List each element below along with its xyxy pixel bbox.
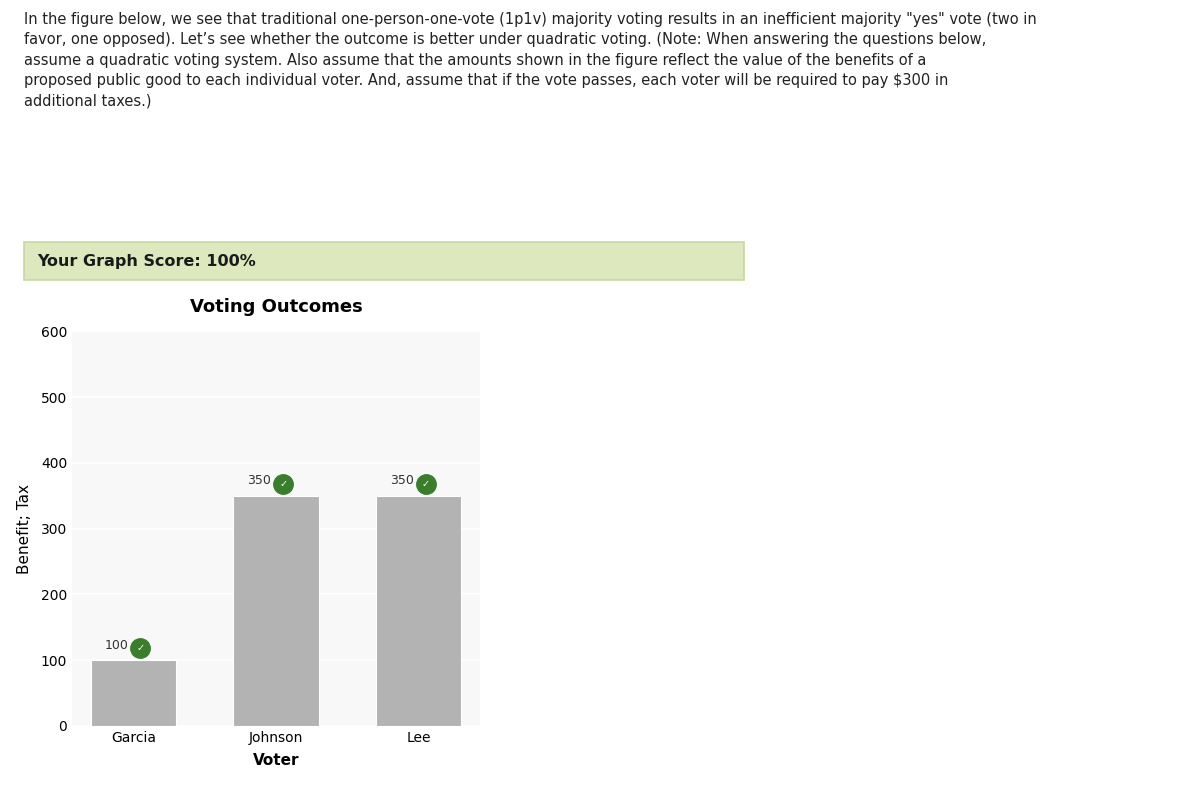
Title: Voting Outcomes: Voting Outcomes: [190, 298, 362, 316]
Text: ✓: ✓: [137, 643, 144, 653]
Text: 350: 350: [247, 474, 271, 488]
Text: ✓: ✓: [280, 479, 287, 489]
Bar: [233, 495, 319, 726]
Bar: [90, 660, 176, 726]
Y-axis label: Benefit; Tax: Benefit; Tax: [18, 484, 32, 574]
Text: ✓: ✓: [421, 479, 430, 489]
Text: 350: 350: [390, 474, 414, 488]
FancyBboxPatch shape: [24, 242, 744, 280]
X-axis label: Voter: Voter: [253, 753, 299, 768]
Bar: [376, 495, 462, 726]
Text: In the figure below, we see that traditional one-person-one-vote (1p1v) majority: In the figure below, we see that traditi…: [24, 12, 1037, 108]
Text: Your Graph Score: 100%: Your Graph Score: 100%: [37, 253, 256, 269]
Text: 100: 100: [104, 639, 128, 652]
